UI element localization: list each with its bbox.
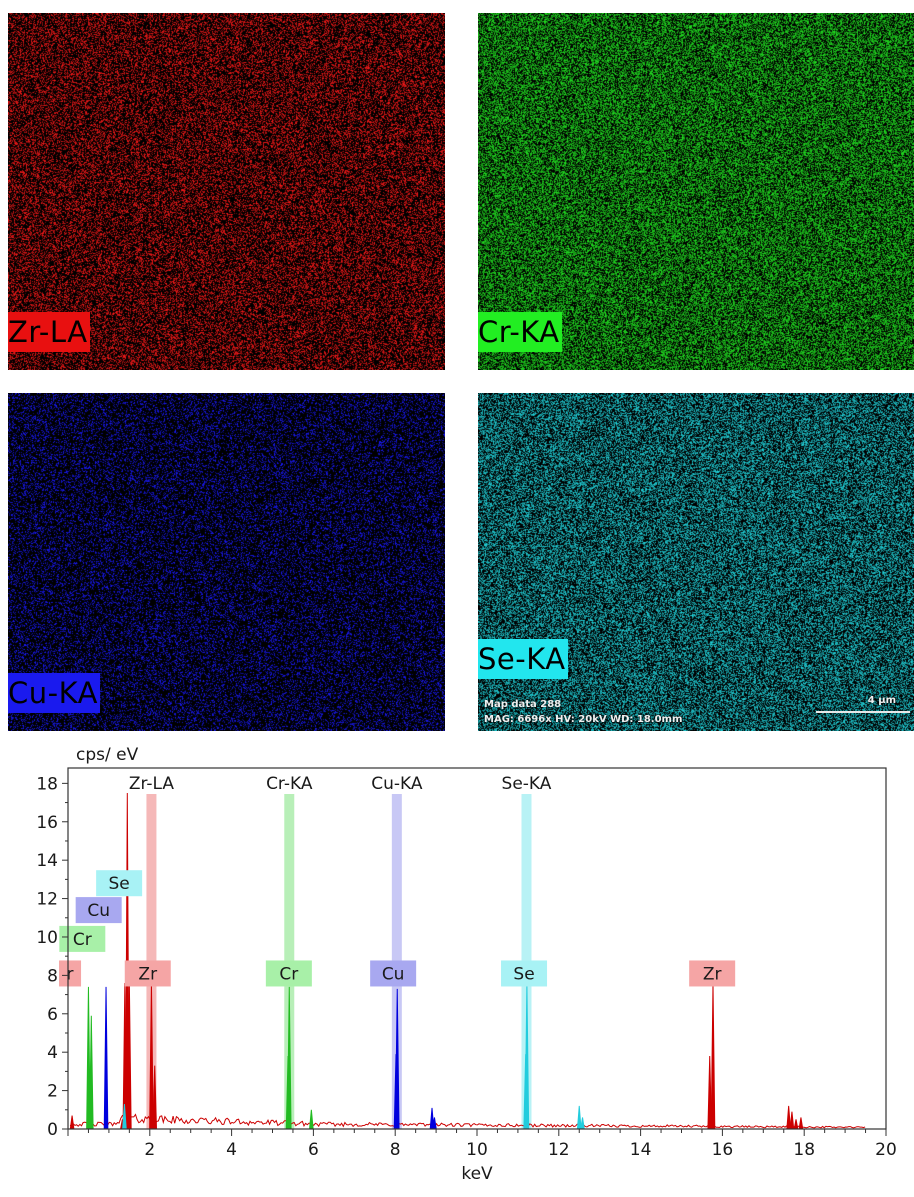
series-layer [69,792,866,1130]
peak-id-label: Zr [689,960,736,987]
element-map-zr: Zr-LA [8,13,445,370]
peak-id-label: Se [501,960,548,987]
x-tick-label: 8 [390,1140,401,1160]
peak-id-label-bg [370,960,417,987]
y-tick-label: 2 [47,1082,58,1102]
y-axis-title: cps/ eV [76,745,139,765]
element-map-se: Se-KA Map data 288 MAG: 6696x HV: 20kV W… [478,393,914,731]
peak-id-label-text: Zr [138,964,157,984]
line-marker-label: Se-KA [502,774,552,794]
y-tick-label: 4 [47,1043,58,1063]
line-marker-label: Cu-KA [371,774,423,794]
y-tick-label: 6 [47,1005,58,1025]
peak-id-label-text: r [67,964,74,984]
scale-bar-group: 4 µm [816,695,910,725]
series-se [122,983,585,1130]
y-tick-label: 18 [36,774,58,794]
peak-id-label: Zr [124,960,171,987]
peak-id-label-bg [265,960,312,987]
scale-bar-label: 4 µm [867,695,896,706]
map-label-cr: Cr-KA [478,312,562,352]
y-tick-label: 14 [36,851,58,871]
cr-map-image [478,13,914,370]
peak-se [580,1117,585,1130]
peak-cu [103,986,109,1130]
eds-spectrum-chart: Zr-LA Cr-KA Cu-KA Se-KA r Cr Cu Se Zr Cr Cu Se Zr 0… [36,745,896,1184]
peak-id-label-bg [75,897,122,924]
y-tick-label: 8 [47,966,58,986]
zr-map-image [8,13,445,370]
axis-layer: 0 2 4 6 8 10 12 14 16 18 2 4 6 8 10 12 14 16 18 20 [36,774,896,1160]
x-tick-label: 10 [466,1140,488,1160]
scale-bar [816,711,910,713]
peak-id-label-text: Se [513,964,534,984]
map-acquisition-caption: MAG: 6696x HV: 20kV WD: 18.0mm [484,714,683,725]
peak-id-label: Cu [75,897,122,924]
peak-se [576,1105,582,1130]
peak-zr [789,1111,795,1130]
peak-id-label-bg [124,960,171,987]
line-marker-layer: Zr-LA Cr-KA Cu-KA Se-KA [129,774,552,1129]
y-tick-label: 16 [36,813,58,833]
y-tick-label: 10 [36,928,58,948]
peak-id-label: Se [96,870,143,897]
peak-id-label: Cu [370,960,417,987]
element-map-cr: Cr-KA [478,13,914,370]
peak-label-layer: r Cr Cu Se Zr Cr Cu Se Zr [59,870,736,987]
series-cr [86,986,314,1130]
x-tick-label: 2 [144,1140,155,1160]
x-tick-label: 12 [548,1140,570,1160]
peak-id-label-text: Cu [87,901,110,921]
x-tick-label: 20 [875,1140,897,1160]
map-data-caption: Map data 288 [484,699,562,710]
peak-id-label: Cr [265,960,312,987]
y-tick-label: 0 [47,1120,58,1140]
y-tick-label: 12 [36,890,58,910]
peak-id-label-bg [96,870,143,897]
x-tick-label: 6 [308,1140,319,1160]
peak-id-label-bg [59,925,106,952]
map-label-cu: Cu-KA [8,673,100,713]
peak-zr [786,1105,791,1130]
series-cu [103,986,437,1130]
peak-zr [793,1119,799,1130]
peak-cr [89,1015,94,1130]
background-continuum [69,1113,866,1129]
x-tick-label: 18 [793,1140,815,1160]
peak-id-label: Cr [59,925,106,952]
peak-id-label-text: Cu [382,964,405,984]
peak-id-label: r [59,960,82,987]
se-map-image [478,393,914,731]
peak-id-label-text: Se [109,874,130,894]
x-tick-label: 14 [630,1140,652,1160]
peak-id-label-text: Zr [703,964,722,984]
x-axis-title: keV [461,1164,493,1184]
line-marker-label: Cr-KA [266,774,313,794]
peak-cr [309,1109,314,1130]
peak-zr [798,1117,804,1130]
map-label-se: Se-KA [478,639,568,679]
x-tick-label: 4 [226,1140,237,1160]
peak-id-label-text: Cr [279,964,298,984]
peak-zr [69,1115,75,1130]
line-marker-label: Zr-LA [129,774,175,794]
x-tick-label: 16 [712,1140,734,1160]
plot-frame [67,767,887,1130]
element-map-cu: Cu-KA [8,393,445,731]
peak-id-label-text: Cr [73,930,92,950]
peak-id-label-bg [501,960,548,987]
map-label-zr: Zr-LA [8,312,90,352]
peak-zr [710,983,716,1130]
peak-id-label-bg [59,960,82,987]
peak-id-label-bg [689,960,736,987]
